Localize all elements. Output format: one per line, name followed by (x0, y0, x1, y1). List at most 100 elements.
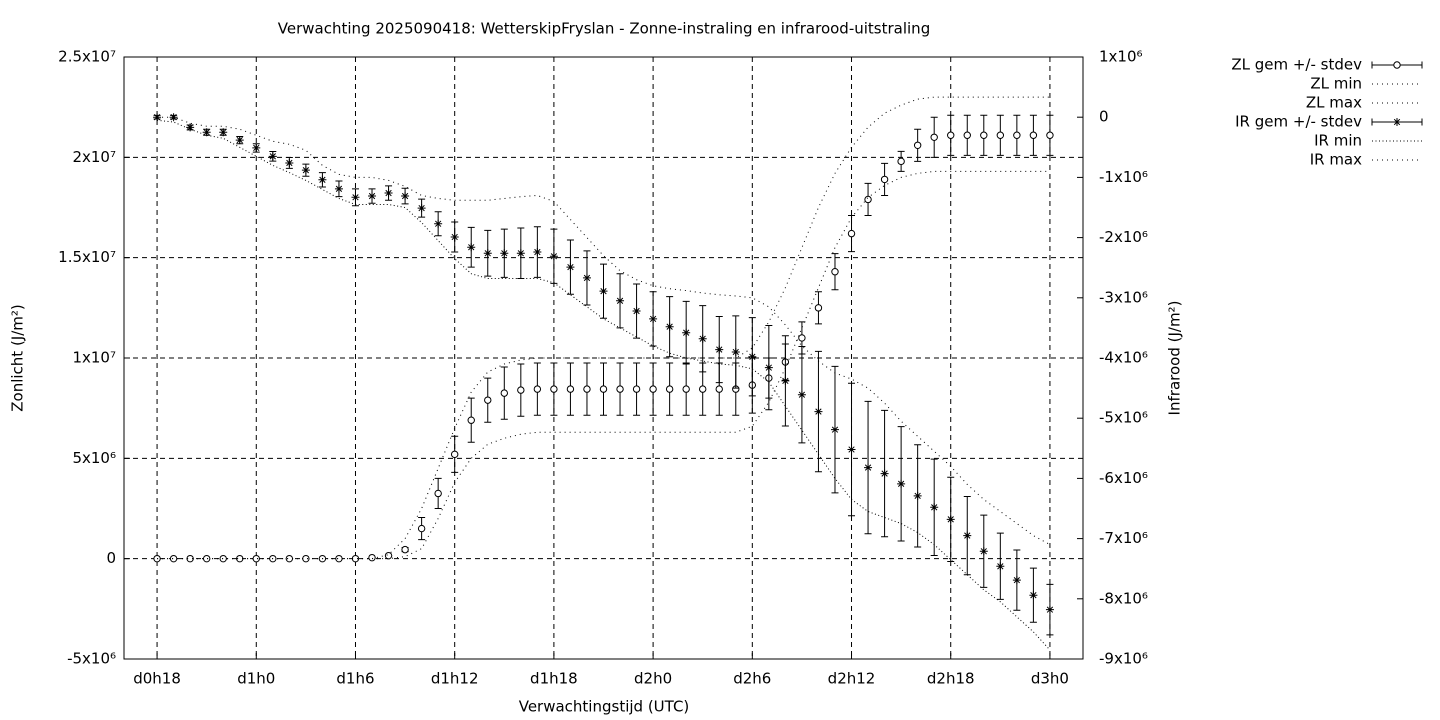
point (450, 450, 459, 459)
point (1029, 591, 1038, 600)
point (797, 390, 806, 399)
y2-tick-label: -3x10⁶ (1099, 288, 1148, 306)
point (285, 158, 294, 167)
point (731, 347, 740, 356)
point (698, 334, 707, 343)
point (550, 385, 558, 393)
x-axis-title: Verwachtingstijd (UTC) (519, 698, 690, 716)
point (814, 407, 823, 416)
point (401, 545, 409, 554)
point (1013, 131, 1021, 139)
y2-tick-label: -4x10⁶ (1099, 349, 1148, 367)
chart-title: Verwachting 2025090418: WetterskipFrysla… (278, 20, 930, 38)
point (814, 304, 823, 312)
legend-label: IR gem +/- stdev (1235, 113, 1362, 131)
point (1045, 605, 1054, 614)
point (715, 385, 723, 393)
y-tick-label: 2.5x10⁷ (58, 48, 116, 66)
point (516, 249, 525, 258)
point (384, 189, 393, 198)
point (169, 113, 178, 122)
point (434, 219, 443, 228)
point (632, 307, 641, 316)
point (913, 141, 922, 149)
y2-tick-label: -1x10⁶ (1099, 168, 1148, 186)
legend-label: IR min (1314, 132, 1362, 150)
point (219, 554, 227, 563)
point (252, 554, 260, 563)
point (616, 385, 624, 393)
x-tick-label: d2h6 (733, 670, 771, 688)
point (1046, 131, 1054, 139)
y2-tick-label: 1x10⁶ (1099, 48, 1143, 66)
legend-marker (1393, 61, 1401, 69)
point (252, 143, 261, 152)
point (335, 554, 343, 563)
point (897, 157, 905, 166)
y2-tick-label: 0 (1099, 108, 1109, 126)
y2-axis-title: Infrarood (J/m²) (1166, 301, 1184, 416)
y2-tick-label: -9x10⁶ (1099, 650, 1148, 668)
legend-label: ZL min (1310, 75, 1362, 93)
point (450, 232, 459, 241)
point (302, 554, 310, 563)
point (798, 334, 806, 342)
point (582, 273, 591, 282)
point (599, 287, 608, 296)
y-tick-label: 5x10⁶ (72, 449, 116, 467)
point (682, 328, 691, 337)
point (368, 553, 376, 562)
point (946, 515, 955, 524)
point (549, 252, 558, 261)
point (616, 296, 625, 305)
point (864, 195, 872, 204)
point (847, 445, 856, 454)
point (169, 554, 178, 563)
point (268, 152, 277, 161)
point (830, 425, 839, 434)
x-tick-label: d2h18 (927, 670, 975, 688)
point (186, 123, 195, 132)
point (781, 376, 790, 385)
point (533, 385, 542, 393)
point (665, 385, 674, 393)
legend-marker (1393, 118, 1401, 126)
legend-label: IR max (1310, 151, 1362, 169)
point (649, 314, 658, 323)
point (583, 385, 591, 393)
point (764, 363, 773, 372)
point (202, 128, 211, 137)
point (864, 463, 873, 472)
point (632, 385, 641, 393)
point (979, 547, 988, 556)
y2-tick-label: -8x10⁶ (1099, 589, 1148, 607)
point (533, 248, 542, 257)
point (715, 345, 724, 354)
point (384, 551, 393, 560)
point (831, 268, 839, 276)
y2-tick-label: -5x10⁶ (1099, 409, 1148, 427)
point (996, 562, 1005, 571)
point (880, 175, 889, 184)
point (417, 204, 426, 213)
point (467, 416, 475, 424)
x-tick-label: d1h6 (336, 670, 374, 688)
point (897, 479, 906, 488)
y2-tick-label: -2x10⁶ (1099, 228, 1148, 246)
point (202, 554, 211, 563)
point (517, 386, 525, 394)
point (930, 503, 939, 512)
point (351, 193, 360, 202)
point (1012, 576, 1021, 585)
plot-frame (123, 56, 1084, 660)
point (980, 131, 988, 139)
point (500, 249, 509, 258)
point (566, 385, 575, 393)
point (500, 389, 508, 397)
point (484, 396, 492, 404)
range-line (157, 96, 1050, 560)
point (682, 385, 690, 393)
x-tick-label: d0h18 (133, 670, 181, 688)
